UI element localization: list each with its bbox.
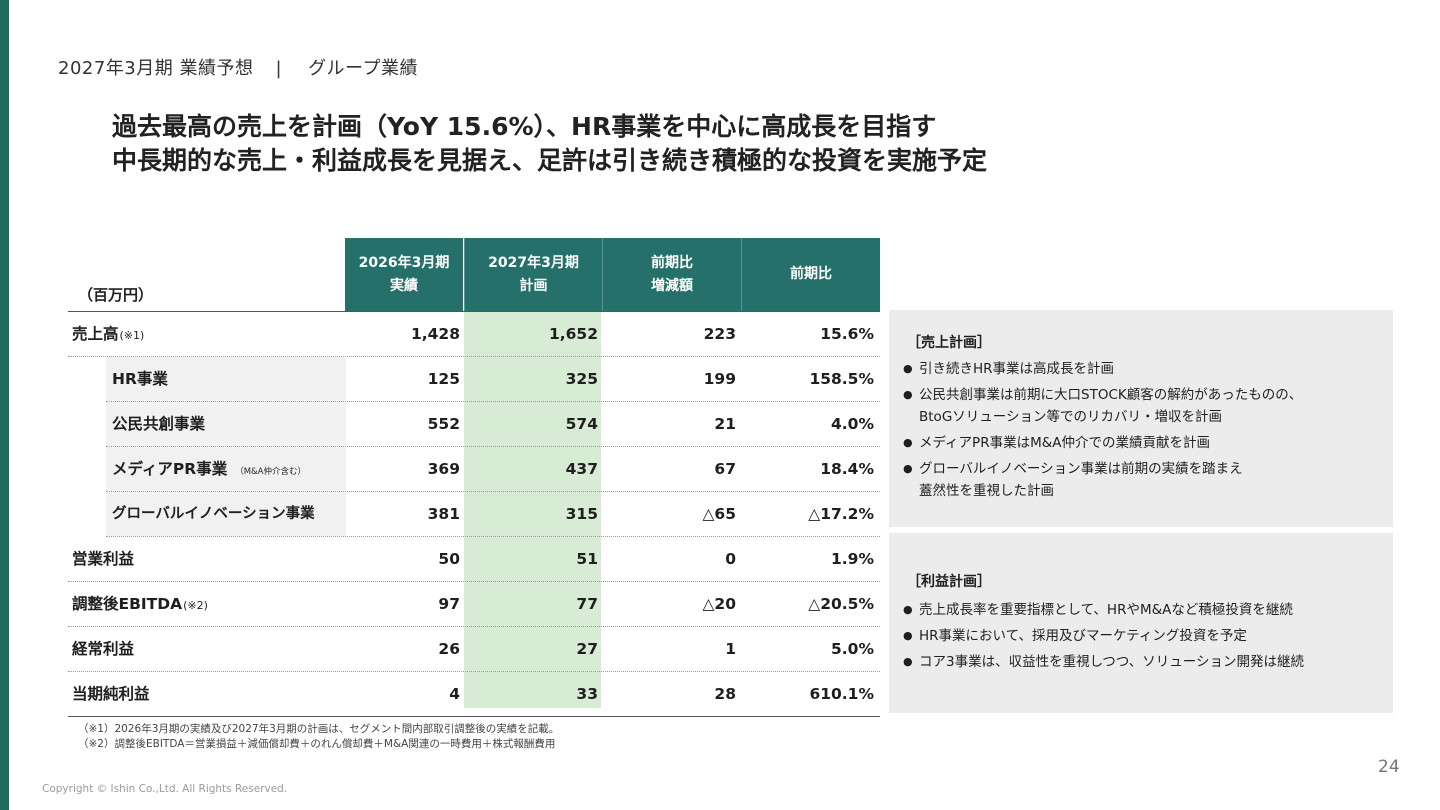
cell-fy2026: 1,428 bbox=[410, 325, 460, 343]
table-row: 経常利益 26 27 1 5.0% bbox=[68, 627, 880, 672]
headline: 過去最高の売上を計画（YoY 15.6%）、HR事業を中心に高成長を目指す 中長… bbox=[112, 110, 987, 178]
cell-yoy-ratio: △17.2% bbox=[808, 505, 874, 523]
cell-yoy-ratio: 5.0% bbox=[831, 640, 874, 658]
cell-yoy-ratio: 158.5% bbox=[809, 370, 874, 388]
footnote-2: （※2）調整後EBITDA＝営業損益＋減価償却費＋のれん償却費＋M&A関連の一時… bbox=[78, 738, 556, 750]
cell-yoy-ratio: 1.9% bbox=[831, 550, 874, 568]
cell-fy2026: 125 bbox=[427, 370, 460, 388]
plan-column-highlight bbox=[464, 312, 601, 708]
column-header-yoy-ratio: 前期比 bbox=[741, 238, 880, 311]
list-item: コア3事業は、収益性を重視しつつ、ソリューション開発は継続 bbox=[903, 651, 1383, 673]
cell-fy2027: 315 bbox=[565, 505, 598, 523]
cell-fy2027: 77 bbox=[576, 595, 598, 613]
sales-plan-list: 引き続きHR事業は高成長を計画 公民共創事業は前期に大口STOCK顧客の解約があ… bbox=[903, 358, 1383, 506]
row-label: メディアPR事業 （M&A仲介含む） bbox=[112, 460, 306, 478]
row-label: 営業利益 bbox=[72, 550, 135, 568]
cell-fy2027: 51 bbox=[576, 550, 598, 568]
list-item: メディアPR事業はM&A仲介での業績貢献を計画 bbox=[903, 432, 1383, 454]
footnotes: （※1）2026年3月期の実績及び2027年3月期の計画は、セグメント間内部取引… bbox=[78, 722, 559, 752]
table-body: 売上高(※1) 1,428 1,652 223 15.6% HR事業 125 3… bbox=[68, 312, 880, 717]
subsection-title: グループ業績 bbox=[308, 58, 418, 79]
cell-yoy-ratio: △20.5% bbox=[808, 595, 874, 613]
cell-yoy-change: 0 bbox=[725, 550, 736, 568]
profit-plan-list: 売上成長率を重要指標として、HRやM&Aなど積極投資を継続 HR事業において、採… bbox=[903, 599, 1383, 677]
cell-fy2026: 50 bbox=[438, 550, 460, 568]
unit-label: （百万円） bbox=[78, 286, 154, 304]
cell-yoy-ratio: 610.1% bbox=[809, 685, 874, 703]
table-row: HR事業 125 325 199 158.5% bbox=[106, 357, 880, 402]
cell-fy2026: 381 bbox=[427, 505, 460, 523]
column-header-fy2026: 2026年3月期 実績 bbox=[345, 238, 463, 311]
cell-fy2027: 27 bbox=[576, 640, 598, 658]
table-row: グローバルイノベーション事業 381 315 △65 △17.2% bbox=[106, 492, 880, 537]
headline-line-1: 過去最高の売上を計画（YoY 15.6%）、HR事業を中心に高成長を目指す bbox=[112, 112, 937, 141]
cell-fy2027: 325 bbox=[565, 370, 598, 388]
table-row: 営業利益 50 51 0 1.9% bbox=[68, 537, 880, 582]
row-label: 公民共創事業 bbox=[112, 415, 206, 433]
copyright: Copyright © Ishin Co.,Ltd. All Rights Re… bbox=[42, 783, 288, 795]
cell-fy2027: 33 bbox=[576, 685, 598, 703]
row-label: 売上高(※1) bbox=[72, 325, 145, 343]
headline-line-2: 中長期的な売上・利益成長を見据え、足許は引き続き積極的な投資を実施予定 bbox=[112, 146, 988, 175]
cell-yoy-change: 21 bbox=[714, 415, 736, 433]
section-header: 2027年3月期 業績予想 | グループ業績 bbox=[58, 54, 418, 80]
cell-yoy-change: 67 bbox=[714, 460, 736, 478]
header-divider: | bbox=[275, 58, 283, 79]
list-item: HR事業において、採用及びマーケティング投資を予定 bbox=[903, 625, 1383, 647]
column-header-yoy-change: 前期比 増減額 bbox=[602, 238, 741, 311]
table-row: メディアPR事業 （M&A仲介含む） 369 437 67 18.4% bbox=[106, 447, 880, 492]
cell-yoy-change: △65 bbox=[702, 505, 737, 523]
cell-fy2026: 4 bbox=[449, 685, 460, 703]
page-number: 24 bbox=[1378, 757, 1400, 777]
cell-fy2026: 552 bbox=[427, 415, 460, 433]
list-item: 売上成長率を重要指標として、HRやM&Aなど積極投資を継続 bbox=[903, 599, 1383, 621]
row-label: グローバルイノベーション事業 bbox=[112, 506, 315, 522]
table-row: 売上高(※1) 1,428 1,652 223 15.6% bbox=[68, 312, 880, 357]
cell-fy2026: 369 bbox=[427, 460, 460, 478]
table-row: 調整後EBITDA(※2) 97 77 △20 △20.5% bbox=[68, 582, 880, 627]
row-label: HR事業 bbox=[112, 370, 168, 388]
accent-bar bbox=[0, 0, 9, 810]
profit-plan-title: ［利益計画］ bbox=[907, 574, 991, 590]
cell-fy2026: 97 bbox=[438, 595, 460, 613]
cell-fy2026: 26 bbox=[438, 640, 460, 658]
cell-yoy-change: 1 bbox=[725, 640, 736, 658]
section-title: 2027年3月期 業績予想 bbox=[58, 58, 254, 79]
list-item: グローバルイノベーション事業は前期の実績を踏まえ 蓋然性を重視した計画 bbox=[903, 458, 1383, 502]
row-label: 当期純利益 bbox=[72, 685, 150, 703]
cell-fy2027: 437 bbox=[565, 460, 598, 478]
profit-plan-panel: ［利益計画］ 売上成長率を重要指標として、HRやM&Aなど積極投資を継続 HR事… bbox=[889, 533, 1393, 713]
cell-yoy-change: 223 bbox=[703, 325, 736, 343]
list-item: 公民共創事業は前期に大口STOCK顧客の解約があったものの、 BtoGソリューシ… bbox=[903, 384, 1383, 428]
column-header-fy2027: 2027年3月期 計画 bbox=[464, 238, 602, 311]
row-label: 経常利益 bbox=[72, 640, 135, 658]
cell-yoy-ratio: 18.4% bbox=[820, 460, 874, 478]
sales-plan-title: ［売上計画］ bbox=[907, 335, 991, 351]
sales-plan-panel: ［売上計画］ 引き続きHR事業は高成長を計画 公民共創事業は前期に大口STOCK… bbox=[889, 310, 1393, 527]
row-label: 調整後EBITDA(※2) bbox=[72, 595, 208, 613]
forecast-table: （百万円） 2026年3月期 実績 2027年3月期 計画 前期比 増減額 前期… bbox=[68, 238, 880, 717]
table-row: 公民共創事業 552 574 21 4.0% bbox=[106, 402, 880, 447]
footnote-1: （※1）2026年3月期の実績及び2027年3月期の計画は、セグメント間内部取引… bbox=[78, 723, 560, 735]
cell-fy2027: 1,652 bbox=[548, 325, 598, 343]
table-row: 当期純利益 4 33 28 610.1% bbox=[68, 672, 880, 717]
table-header: （百万円） 2026年3月期 実績 2027年3月期 計画 前期比 増減額 前期… bbox=[68, 238, 880, 312]
list-item: 引き続きHR事業は高成長を計画 bbox=[903, 358, 1383, 380]
cell-yoy-change: 28 bbox=[714, 685, 736, 703]
cell-yoy-ratio: 15.6% bbox=[820, 325, 874, 343]
cell-yoy-change: 199 bbox=[703, 370, 736, 388]
cell-yoy-ratio: 4.0% bbox=[831, 415, 874, 433]
cell-fy2027: 574 bbox=[565, 415, 598, 433]
cell-yoy-change: △20 bbox=[702, 595, 737, 613]
